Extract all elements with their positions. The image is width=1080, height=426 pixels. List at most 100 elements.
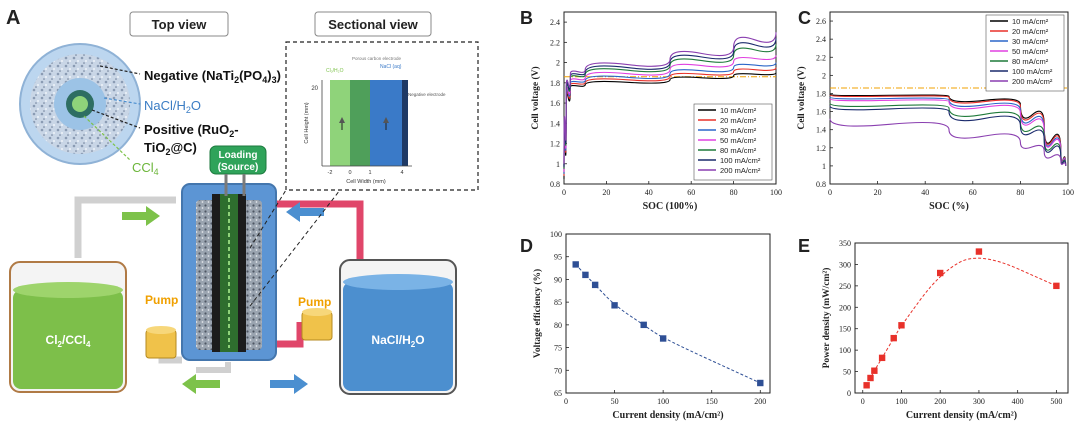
chart-d-point-4 [640,321,647,329]
chart-b-legend-label-4: 80 mA/cm² [720,146,757,155]
chart-d-xtick-label-0: 0 [564,397,568,406]
ccl4-leader [83,115,131,161]
chart-b-ytick-label-7: 2.2 [550,38,560,47]
chart-c-xtick-label-1: 20 [874,188,882,197]
chart-e-ytick-label-2: 100 [839,346,851,355]
chart-e-trend-line [866,257,1057,386]
chart-e-ytick-label-1: 50 [843,368,851,377]
green-arrow-bottom [182,374,220,394]
inset-zone4-label: Negative electrode [408,92,446,97]
inset-x-tick-1: 0 [348,170,351,176]
chart-c-legend-label-4: 80 mA/cm² [1012,57,1049,66]
chart-c-legend-label-1: 20 mA/cm² [1012,27,1049,36]
chart-e-xtick-label-3: 300 [973,397,985,406]
chart-d-point-3 [611,302,618,309]
chart-e-xtick-label-1: 100 [895,397,907,406]
right-pump-label: Pump [298,295,331,309]
chart-d-ytick-label-3: 80 [554,321,562,330]
chart-c-legend-label-3: 50 mA/cm² [1012,47,1049,56]
inset-zone1-label: Cl₂/H₂O [326,68,344,74]
chart-e-xtick-label-0: 0 [861,397,865,406]
pipe-top-left [74,196,176,258]
inset-zone2-label: Porous carbon electrode [352,56,402,61]
chart-e-ytick-label-3: 150 [839,325,851,334]
chart-e-ylabel: Power density (mW/cm²) [821,268,832,369]
chart-b-ytick-label-6: 2 [556,59,560,68]
chart-b-ytick-label-2: 1.2 [550,140,560,149]
nacl-label: NaCl/H2O [144,98,201,115]
panel-a: A Top view Sectional view Negative (NaTi… [6,7,479,395]
chart-b-ytick-label-1: 1 [556,160,560,169]
chart-e-point-2 [871,367,878,374]
chart-d-ytick-label-2: 75 [554,344,562,353]
chart-c-ytick-label-1: 1 [822,162,826,171]
chart-c-xtick-label-4: 80 [1016,188,1024,197]
chart-d-point-0 [572,261,579,268]
chart-b-xtick-label-1: 20 [602,188,610,197]
zone-cl2 [330,80,350,166]
inset-zone3-label: NaCl (aq) [380,64,402,70]
chart-e-point-3 [878,354,886,362]
chart-c-ytick-label-3: 1.4 [816,126,826,135]
negative-leader [99,65,141,75]
chart-e-ytick-label-4: 200 [839,303,851,312]
chart-b-series-6 [563,32,777,164]
chart-c-series-6 [829,118,1067,166]
chart-d-ytick-label-5: 90 [554,275,562,284]
chart-c-xlabel: SOC (%) [929,201,969,212]
chart-d-xtick-label-3: 150 [706,397,718,406]
right-pump [301,311,333,341]
chart-b-xtick-label-2: 40 [645,188,653,197]
chart-d-point-2 [591,281,599,289]
chart-b-ytick-label-5: 1.8 [550,79,560,88]
chart-e-point-0 [863,382,870,389]
chart-c-xtick-label-2: 40 [921,188,929,197]
chart-b-legend-label-6: 200 mA/cm² [720,166,761,175]
top-view-title: Top view [152,17,208,32]
zone-porous-carbon [350,80,370,166]
chart-c-legend-label-6: 200 mA/cm² [1012,77,1053,86]
green-arrow-top [122,206,160,226]
chart-c-legend-label-0: 10 mA/cm² [1012,17,1049,26]
chart-e-point-6 [937,269,944,277]
sectional-view-box [314,11,432,37]
positive-label-line2: TiO2@C) [144,140,197,157]
chart-e-point-1 [867,374,874,382]
chart-c-xtick-label-3: 60 [969,188,977,197]
sectional-inset: 20 Cell Height (mm) -2 0 1 4 Cell Width … [304,56,446,185]
chart-c-series-3 [829,98,1067,166]
chart-d-ytick-label-4: 85 [554,298,562,307]
chart-b-letter: B [520,8,533,28]
chart-c-letter: C [798,8,811,28]
chart-c-legend-box [985,14,1065,92]
ccl4-core [72,96,88,112]
nacl-leader [103,97,141,105]
chart-d-xtick-label-1: 50 [611,397,619,406]
pipe-return [196,362,231,373]
chart-c-legend-label-5: 100 mA/cm² [1012,67,1053,76]
chart-e-ytick-label-0: 0 [847,389,851,398]
sectional-view-title: Sectional view [328,17,418,32]
chart-e-xlabel: Current density (mA/cm²) [906,410,1017,421]
chart-e-ytick-label-7: 350 [839,239,851,248]
left-tank-liquid [13,290,123,389]
chart-b-xtick-label-4: 80 [730,188,738,197]
inset-x-label: Cell Width (mm) [346,179,386,185]
chart-e: E 0 50 100 150 200 250 300 350 0 100 200 300 400 500 Cu… [798,236,1069,421]
chart-e-point-8 [1053,282,1060,290]
chart-d-ytick-label-6: 95 [554,253,562,262]
chart-d-trend-line [575,264,761,384]
loading-source-box [209,145,267,175]
panel-a-letter: A [6,7,20,29]
zoom-line-1 [249,189,287,249]
chart-b-ytick-label-4: 1.6 [550,99,560,108]
chart-b-ytick-label-8: 2.4 [550,18,560,27]
right-pump-top [302,308,332,316]
chart-c-ytick-label-7: 2.2 [816,53,826,62]
inset-y-tick: 20 [311,86,318,92]
chart-c-ytick-label-6: 2 [822,71,826,80]
chart-e-ytick-label-6: 300 [839,260,851,269]
chart-e-xtick-label-5: 500 [1050,397,1062,406]
chart-e-point-7 [975,248,983,255]
inset-x-tick-0: -2 [328,170,333,176]
